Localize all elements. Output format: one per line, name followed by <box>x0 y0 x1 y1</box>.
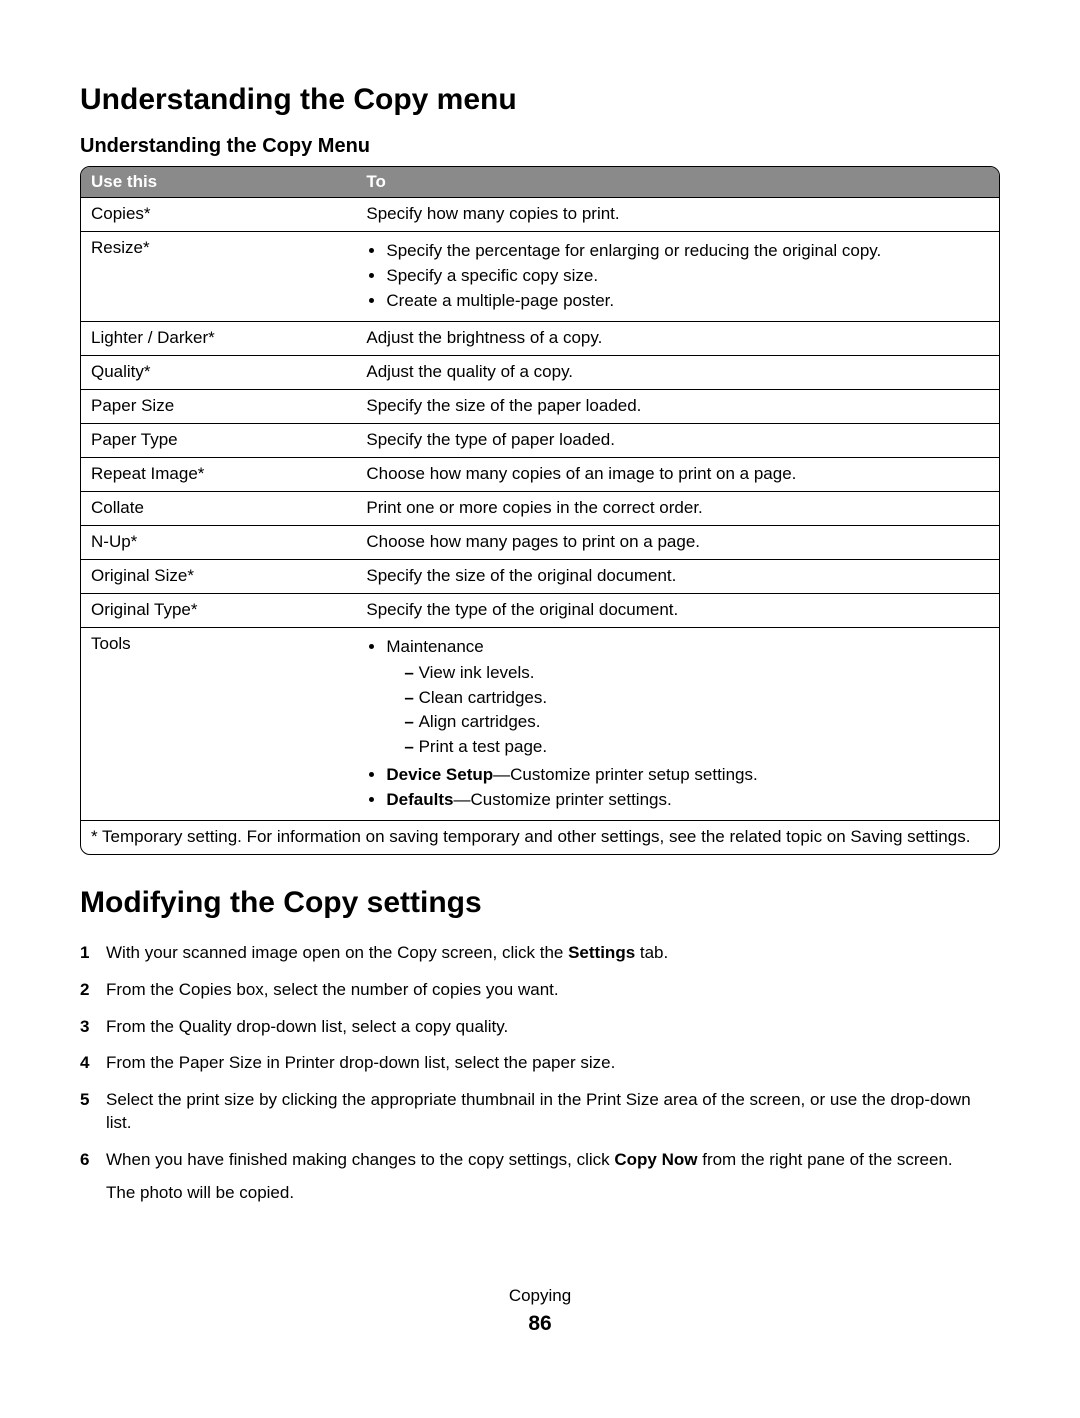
table-row: Lighter / Darker* Adjust the brightness … <box>81 321 999 355</box>
table-row: Paper Size Specify the size of the paper… <box>81 389 999 423</box>
cell-label: Tools <box>81 627 356 821</box>
step-text: From the Paper Size in Printer drop-down… <box>106 1053 615 1072</box>
table-header-use-this: Use this <box>81 167 356 199</box>
step-item: 3 From the Quality drop-down list, selec… <box>80 1016 1000 1039</box>
table-row: Original Size* Specify the size of the o… <box>81 559 999 593</box>
step-item: 2 From the Copies box, select the number… <box>80 979 1000 1002</box>
cell-desc: Adjust the quality of a copy. <box>356 355 999 389</box>
step-item: 1 With your scanned image open on the Co… <box>80 942 1000 965</box>
cell-label: Quality* <box>81 355 356 389</box>
table-row: Copies* Specify how many copies to print… <box>81 198 999 231</box>
cell-label: Paper Type <box>81 423 356 457</box>
list-item: Create a multiple-page poster. <box>386 289 989 314</box>
cell-label: Copies* <box>81 198 356 231</box>
step-number: 4 <box>80 1052 89 1075</box>
step-text: Select the print size by clicking the ap… <box>106 1090 971 1132</box>
table-row: Original Type* Specify the type of the o… <box>81 593 999 627</box>
cell-label: Resize* <box>81 231 356 321</box>
table-footnote: * Temporary setting. For information on … <box>81 820 999 854</box>
step-text: With your scanned image open on the Copy… <box>106 943 568 962</box>
cell-desc: Specify how many copies to print. <box>356 198 999 231</box>
list-item-label: Maintenance <box>386 637 483 656</box>
cell-desc: Specify the percentage for enlarging or … <box>356 231 999 321</box>
cell-label: Repeat Image* <box>81 457 356 491</box>
step-item: 4 From the Paper Size in Printer drop-do… <box>80 1052 1000 1075</box>
cell-desc: Specify the type of the original documen… <box>356 593 999 627</box>
step-item: 6 When you have finished making changes … <box>80 1149 1000 1205</box>
cell-desc: Choose how many pages to print on a page… <box>356 525 999 559</box>
list-item: Defaults—Customize printer settings. <box>386 788 989 813</box>
heading-copy-menu: Understanding the Copy menu <box>80 80 1000 121</box>
copy-menu-table: Use this To Copies* Specify how many cop… <box>80 166 1000 856</box>
cell-desc: Adjust the brightness of a copy. <box>356 321 999 355</box>
table-row: N-Up* Choose how many pages to print on … <box>81 525 999 559</box>
heading-modify-copy: Modifying the Copy settings <box>80 883 1000 924</box>
cell-desc: Specify the type of paper loaded. <box>356 423 999 457</box>
list-item: Device Setup—Customize printer setup set… <box>386 763 989 788</box>
list-item: Specify a specific copy size. <box>386 264 989 289</box>
list-item: Maintenance View ink levels. Clean cartr… <box>386 635 989 764</box>
step-text: From the Copies box, select the number o… <box>106 980 559 999</box>
table-footnote-row: * Temporary setting. For information on … <box>81 820 999 854</box>
table-row: Tools Maintenance View ink levels. Clean… <box>81 627 999 821</box>
table-row: Collate Print one or more copies in the … <box>81 491 999 525</box>
steps-list: 1 With your scanned image open on the Co… <box>80 942 1000 1206</box>
footer-page-number: 86 <box>80 1310 1000 1338</box>
page-footer: Copying 86 <box>80 1285 1000 1338</box>
footer-section-label: Copying <box>80 1285 1000 1308</box>
list-item: Specify the percentage for enlarging or … <box>386 239 989 264</box>
step-extra-text: The photo will be copied. <box>106 1182 1000 1205</box>
bold-text: Copy Now <box>614 1150 697 1169</box>
cell-label: Collate <box>81 491 356 525</box>
step-item: 5 Select the print size by clicking the … <box>80 1089 1000 1135</box>
table-row: Quality* Adjust the quality of a copy. <box>81 355 999 389</box>
cell-label: Lighter / Darker* <box>81 321 356 355</box>
cell-desc: Maintenance View ink levels. Clean cartr… <box>356 627 999 821</box>
bold-text: Settings <box>568 943 635 962</box>
list-item: View ink levels. <box>404 661 989 686</box>
cell-desc: Choose how many copies of an image to pr… <box>356 457 999 491</box>
step-text: tab. <box>635 943 668 962</box>
table-row: Paper Type Specify the type of paper loa… <box>81 423 999 457</box>
step-number: 6 <box>80 1149 89 1172</box>
list-item: Align cartridges. <box>404 710 989 735</box>
table-header-to: To <box>356 167 999 199</box>
cell-label: Paper Size <box>81 389 356 423</box>
step-number: 2 <box>80 979 89 1002</box>
step-number: 5 <box>80 1089 89 1112</box>
table-row: Repeat Image* Choose how many copies of … <box>81 457 999 491</box>
table-row: Resize* Specify the percentage for enlar… <box>81 231 999 321</box>
step-text: From the Quality drop-down list, select … <box>106 1017 508 1036</box>
text: —Customize printer settings. <box>453 790 671 809</box>
text: —Customize printer setup settings. <box>493 765 758 784</box>
cell-label: Original Size* <box>81 559 356 593</box>
cell-desc: Specify the size of the original documen… <box>356 559 999 593</box>
list-item: Print a test page. <box>404 735 989 760</box>
step-number: 3 <box>80 1016 89 1039</box>
cell-label: N-Up* <box>81 525 356 559</box>
subheading-copy-menu: Understanding the Copy Menu <box>80 133 1000 160</box>
step-number: 1 <box>80 942 89 965</box>
bold-text: Defaults <box>386 790 453 809</box>
step-text: When you have finished making changes to… <box>106 1150 614 1169</box>
bold-text: Device Setup <box>386 765 493 784</box>
list-item: Clean cartridges. <box>404 686 989 711</box>
step-text: from the right pane of the screen. <box>698 1150 953 1169</box>
cell-desc: Specify the size of the paper loaded. <box>356 389 999 423</box>
cell-desc: Print one or more copies in the correct … <box>356 491 999 525</box>
cell-label: Original Type* <box>81 593 356 627</box>
